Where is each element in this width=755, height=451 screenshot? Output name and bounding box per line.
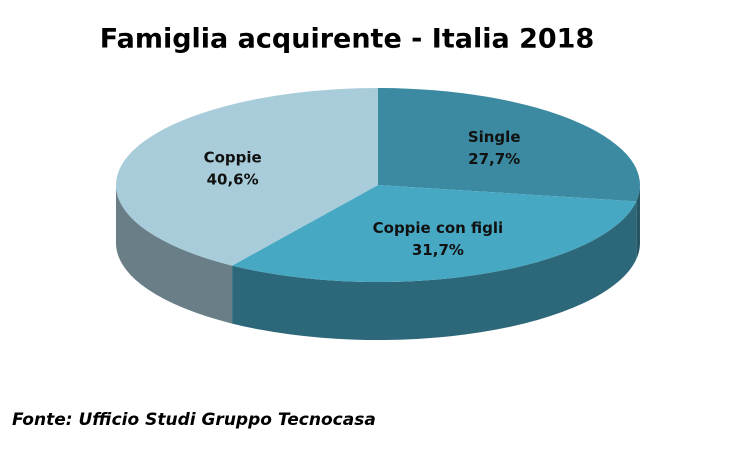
pie-slice	[232, 185, 637, 282]
source: Fonte: Ufficio Studi Gruppo Tecnocasa	[12, 410, 376, 430]
slice-label: Coppie con figli	[373, 219, 504, 237]
chart-title: Famiglia acquirente - Italia 2018	[100, 24, 594, 55]
slice-value-label: 31,7%	[412, 241, 464, 259]
slice-label: Coppie	[204, 149, 262, 167]
pie-slice	[116, 88, 378, 266]
slice-value-label: 40,6%	[207, 171, 259, 189]
pie-slice-side	[636, 185, 640, 260]
pie-slice-side	[116, 185, 233, 324]
pie-slice-side	[232, 201, 637, 340]
pie-slice	[378, 88, 640, 202]
slice-label: Single	[468, 128, 521, 146]
slice-value-label: 27,7%	[468, 150, 520, 168]
